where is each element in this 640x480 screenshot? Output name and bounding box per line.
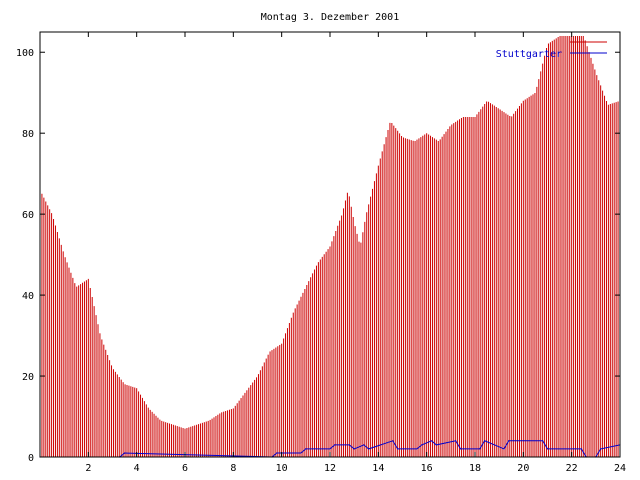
- x-tick-label: 24: [614, 463, 626, 474]
- y-tick-label: 0: [28, 453, 34, 464]
- line-point: [479, 448, 481, 450]
- line-point: [459, 448, 462, 450]
- y-tick-label: 100: [16, 48, 34, 59]
- legend-label: Stuttgarter: [496, 49, 562, 60]
- x-tick-label: 22: [566, 463, 578, 474]
- line-point: [353, 448, 355, 450]
- line-point: [363, 444, 365, 446]
- line-point: [503, 448, 505, 450]
- y-tick-label: 40: [22, 291, 34, 302]
- x-tick-label: 20: [517, 463, 529, 474]
- line-point: [542, 440, 544, 442]
- line-point: [430, 440, 433, 442]
- x-tick-label: 6: [182, 463, 188, 474]
- x-tick-label: 12: [324, 463, 336, 474]
- y-tick-label: 20: [22, 372, 34, 383]
- line-point: [484, 440, 486, 442]
- line-point: [392, 440, 394, 442]
- y-tick-label: 80: [22, 129, 34, 140]
- line-point: [435, 444, 437, 446]
- x-tick-label: 14: [372, 463, 384, 474]
- x-tick-label: 10: [276, 463, 288, 474]
- line-point: [305, 448, 307, 450]
- x-tick-label: 18: [469, 463, 481, 474]
- chart-title: Montag 3. Dezember 2001: [261, 12, 399, 23]
- line-point: [276, 452, 278, 454]
- legend: Stuttgarter: [496, 41, 607, 60]
- line-point: [546, 448, 549, 450]
- x-tick-label: 2: [85, 463, 91, 474]
- line-point: [416, 448, 418, 450]
- line-point: [421, 444, 423, 446]
- y-tick-label: 60: [22, 210, 34, 221]
- line-point: [334, 444, 336, 446]
- line-point: [580, 448, 582, 450]
- line-point: [329, 448, 331, 450]
- line-point: [348, 444, 350, 446]
- line-point: [397, 448, 399, 450]
- line-point: [508, 440, 510, 442]
- x-tick-label: 4: [134, 463, 140, 474]
- x-tick-label: 8: [230, 463, 236, 474]
- line-point: [455, 440, 457, 442]
- line-point: [368, 448, 370, 450]
- line-point: [300, 452, 302, 454]
- x-axis: 2 4 6 8 10 12 14 16 18 20 22 24: [85, 32, 626, 474]
- line-point: [600, 448, 602, 450]
- x-tick-label: 16: [421, 463, 433, 474]
- series-0-bars: [39, 36, 621, 457]
- line-point: [123, 452, 126, 454]
- series-line-stuttgarter: [40, 440, 621, 458]
- y-axis: 0 20 40 60 80 100: [16, 48, 620, 464]
